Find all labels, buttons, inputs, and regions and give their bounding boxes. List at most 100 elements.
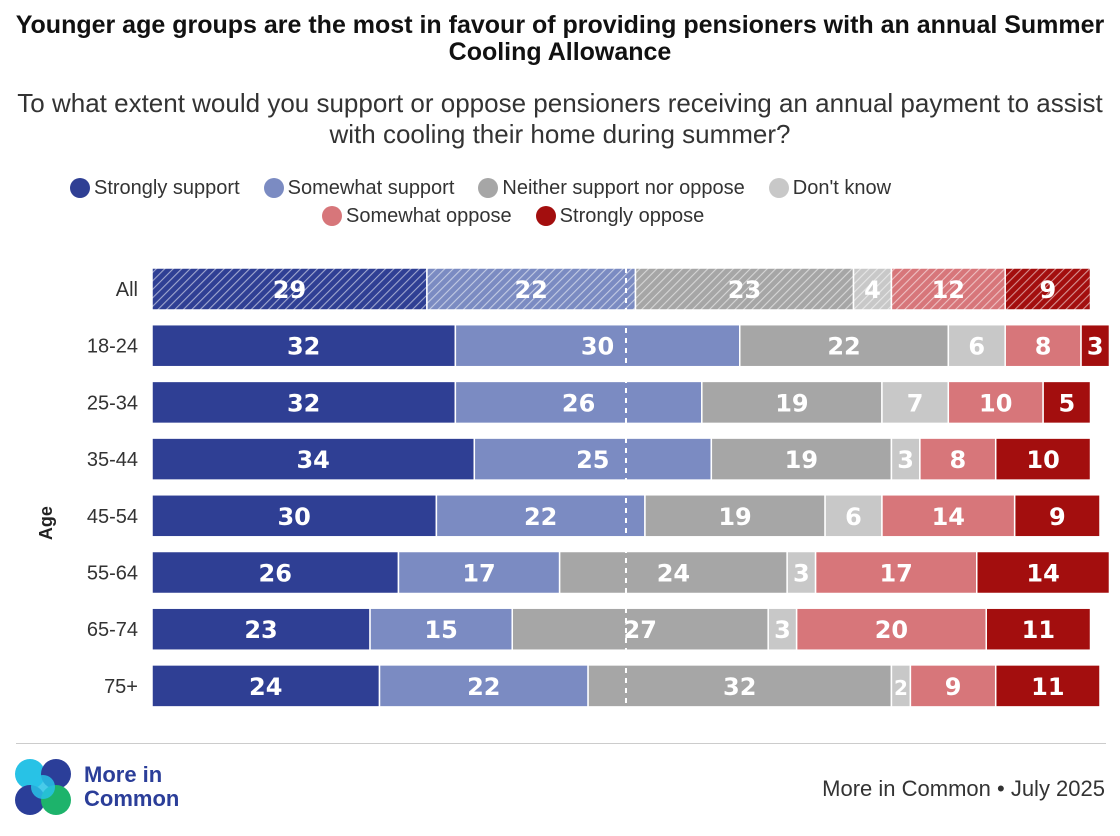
legend: Strongly support Somewhat support Neithe… — [70, 174, 1070, 230]
row-label-75+: 75+ — [104, 676, 138, 698]
bar-segment-35-44-4 — [919, 437, 997, 481]
data-label-18-24-2: 22 — [827, 333, 860, 361]
legend-item-strongly-oppose: Strongly oppose — [535, 204, 705, 228]
data-label-75+-5: 11 — [1031, 673, 1064, 701]
bar-segment-18-24-5 — [1080, 323, 1111, 368]
bar-segment-75+-1 — [378, 664, 589, 708]
data-label-All-4: 12 — [932, 276, 965, 304]
logo-line-2: Common — [84, 786, 180, 811]
bar-segment-75+-5 — [994, 664, 1101, 708]
bar-segment-55-64-5 — [976, 550, 1111, 595]
legend-label: Strongly oppose — [559, 204, 705, 227]
bar-segment-35-44-2 — [710, 437, 893, 481]
legend-row-2: Somewhat oppose Strongly oppose — [70, 202, 1070, 230]
legend-swatch-neither — [478, 178, 499, 198]
data-label-All-3: 4 — [864, 276, 881, 304]
data-label-65-74-3: 3 — [774, 616, 791, 644]
data-label-35-44-2: 19 — [785, 446, 818, 474]
bar-segment-All-2 — [634, 267, 855, 311]
row-label-45-54: 45-54 — [87, 506, 138, 528]
bar-segment-65-74-0 — [151, 607, 371, 651]
data-label-35-44-5: 10 — [1026, 446, 1059, 474]
data-label-35-44-0: 34 — [296, 446, 329, 474]
data-label-All-1: 22 — [514, 276, 547, 304]
bar-segment-45-54-1 — [435, 494, 646, 538]
data-label-55-64-2: 24 — [657, 560, 690, 588]
bar-segment-75+-4 — [909, 664, 997, 708]
data-label-75+-0: 24 — [249, 673, 282, 701]
bar-segment-45-54-0 — [151, 494, 438, 538]
data-label-45-54-5: 9 — [1049, 503, 1066, 531]
data-label-75+-3: 2 — [894, 676, 908, 700]
row-labels-layer: All 18-24 25-34 35-44 45-54 55-64 65-74 75+ — [87, 279, 138, 698]
bar-segment-65-74-5 — [985, 607, 1092, 651]
bar-segment-35-44-3 — [890, 437, 921, 481]
bar-segment-55-64-1 — [397, 550, 561, 595]
legend-item-somewhat-support: Somewhat support — [263, 176, 455, 200]
legend-label: Somewhat support — [287, 176, 455, 199]
row-label-35-44: 35-44 — [87, 449, 138, 471]
bar-segment-All-0 — [151, 267, 428, 311]
legend-label: Neither support nor oppose — [502, 176, 745, 199]
data-label-All-2: 23 — [728, 276, 761, 304]
chart-title: Younger age groups are the most in favou… — [15, 11, 1105, 66]
bar-segment-25-34-5 — [1042, 380, 1092, 425]
chart-subtitle: To what extent would you support or oppo… — [17, 88, 1103, 149]
legend-label: Somewhat oppose — [346, 204, 512, 227]
legend-swatch-somewhat-oppose — [322, 206, 342, 226]
legend-item-strongly-support: Strongly support — [70, 177, 240, 200]
data-label-25-34-3: 7 — [907, 389, 924, 417]
data-label-18-24-5: 3 — [1087, 333, 1104, 361]
logo-mark-icon — [15, 759, 71, 815]
legend-item-neither: Neither support nor oppose — [478, 176, 745, 200]
row-label-55-64: 55-64 — [87, 563, 138, 585]
legend-swatch-dont-know — [768, 178, 789, 198]
data-label-75+-1: 22 — [467, 673, 500, 701]
data-label-45-54-0: 30 — [277, 503, 310, 531]
row-label-25-34: 25-34 — [87, 392, 138, 414]
data-label-75+-4: 9 — [945, 673, 962, 701]
data-label-35-44-3: 3 — [897, 446, 914, 474]
bar-segment-75+-0 — [151, 664, 381, 708]
data-label-55-64-5: 14 — [1026, 560, 1059, 588]
bar-segment-25-34-4 — [947, 380, 1044, 425]
data-label-18-24-1: 30 — [581, 333, 614, 361]
legend-item-somewhat-oppose: Somewhat oppose — [322, 205, 512, 228]
bar-segment-65-74-4 — [795, 607, 987, 651]
data-label-55-64-0: 26 — [259, 560, 292, 588]
data-label-25-34-4: 10 — [979, 389, 1012, 417]
legend-item-dont-know: Don't know — [768, 176, 892, 200]
data-label-55-64-3: 3 — [793, 560, 810, 588]
bar-segment-45-54-4 — [881, 494, 1016, 538]
bar-segment-18-24-0 — [151, 323, 457, 368]
legend-swatch-strongly-oppose — [535, 206, 556, 226]
data-label-18-24-3: 6 — [968, 333, 985, 361]
data-label-65-74-0: 23 — [244, 616, 277, 644]
data-label-35-44-4: 8 — [949, 446, 966, 474]
logo-line-1: More in — [84, 762, 163, 787]
legend-label: Strongly support — [94, 176, 240, 199]
data-label-75+-2: 32 — [723, 673, 756, 701]
bar-segment-45-54-5 — [1013, 494, 1101, 538]
data-label-45-54-1: 22 — [524, 503, 557, 531]
more-in-common-logo: More in Common — [14, 758, 179, 816]
legend-swatch-strongly-support — [70, 178, 90, 198]
data-label-45-54-2: 19 — [718, 503, 751, 531]
data-label-45-54-3: 6 — [845, 503, 862, 531]
data-label-65-74-1: 15 — [424, 616, 457, 644]
legend-row-1: Strongly support Somewhat support Neithe… — [70, 174, 1070, 202]
bar-segment-65-74-2 — [511, 607, 769, 651]
bar-segment-45-54-2 — [644, 494, 826, 538]
bar-segment-35-44-5 — [994, 437, 1092, 481]
data-label-18-24-4: 8 — [1035, 333, 1052, 361]
bars-layer: 29 22 23 4 12 932 30 22 6 8 332 26 19 7 10 534 25 19 3 8 103… — [151, 267, 1111, 708]
data-label-25-34-5: 5 — [1058, 389, 1075, 417]
legend-label: Don't know — [792, 176, 892, 199]
data-label-65-74-5: 11 — [1022, 616, 1055, 644]
data-label-45-54-4: 14 — [932, 503, 965, 531]
bar-segment-All-3 — [852, 267, 893, 311]
bar-segment-All-1 — [426, 267, 637, 311]
data-label-55-64-4: 17 — [879, 560, 912, 588]
data-label-65-74-2: 27 — [624, 616, 657, 644]
data-label-55-64-1: 17 — [462, 560, 495, 588]
